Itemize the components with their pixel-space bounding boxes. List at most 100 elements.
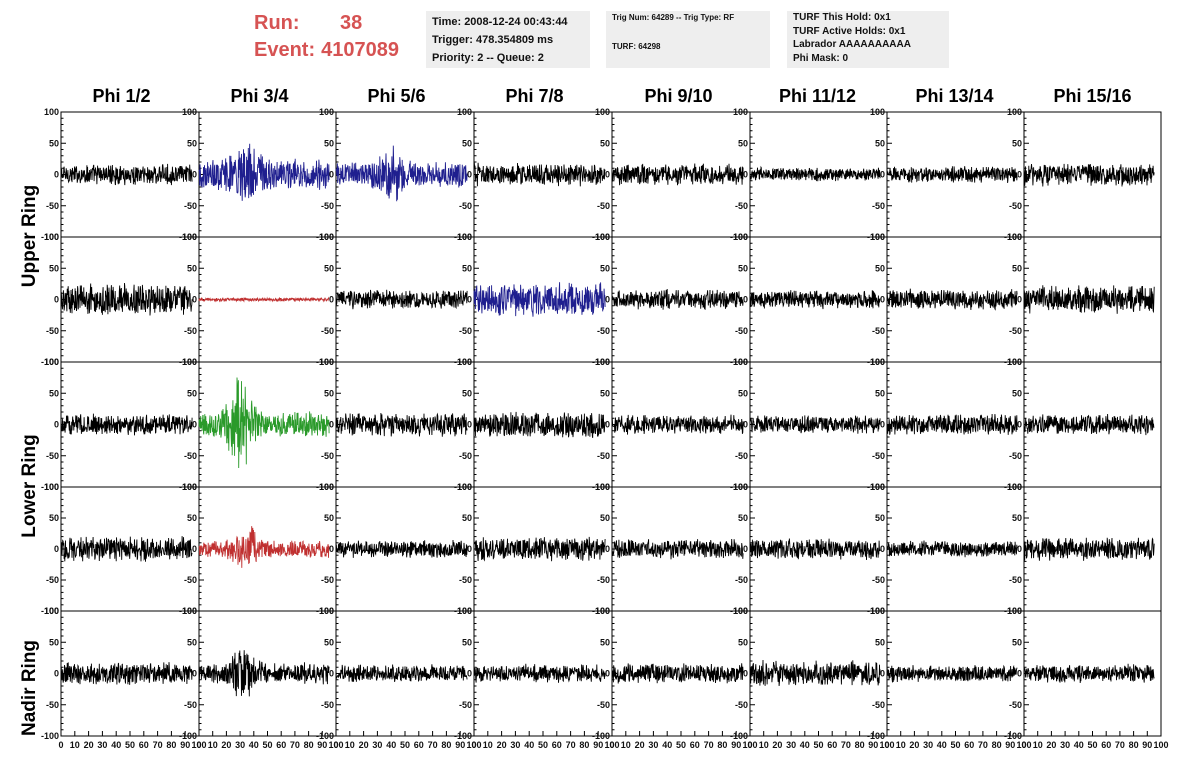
y-tick-label: 0	[192, 669, 197, 679]
x-tick-label: 80	[304, 740, 314, 750]
waveform-panel	[886, 361, 1025, 488]
time-line: Time: 2008-12-24 00:43:44	[432, 16, 568, 28]
y-tick-label: -50	[46, 700, 59, 710]
y-tick-label: 100	[457, 107, 472, 117]
y-tick-label: -50	[459, 700, 472, 710]
y-tick-label: -100	[41, 482, 59, 492]
y-tick-label: 0	[605, 170, 610, 180]
y-tick-label: -100	[454, 357, 472, 367]
column-header-phi-11-12: Phi 11/12	[778, 86, 857, 106]
y-tick-label: 50	[49, 388, 59, 398]
y-tick-label: -50	[1009, 700, 1022, 710]
y-tick-label: 50	[187, 263, 197, 273]
y-tick-label: -100	[867, 731, 885, 741]
y-tick-label: 0	[605, 420, 610, 430]
y-tick-label: 0	[1017, 669, 1022, 679]
y-tick-label: 0	[467, 295, 472, 305]
y-tick-label: -50	[184, 575, 197, 585]
x-tick-label: 80	[166, 740, 176, 750]
y-tick-label: 0	[1017, 295, 1022, 305]
waveform-panel	[749, 486, 888, 612]
x-tick-label: 50	[125, 740, 135, 750]
waveform-panel	[198, 486, 337, 612]
y-tick-label: 50	[49, 513, 59, 523]
y-tick-label: 0	[743, 295, 748, 305]
waveform-panel	[749, 610, 888, 737]
x-tick-label: 0	[58, 740, 63, 750]
y-tick-label: -100	[1004, 232, 1022, 242]
x-tick-label: 100	[742, 740, 757, 750]
y-tick-label: 100	[44, 482, 59, 492]
x-tick-label: 70	[290, 740, 300, 750]
x-tick-label: 0	[747, 740, 752, 750]
y-tick-label: 50	[187, 513, 197, 523]
labrador-line: Labrador AAAAAAAAAA	[793, 39, 911, 50]
x-tick-label: 40	[800, 740, 810, 750]
y-tick-label: 50	[1012, 263, 1022, 273]
x-tick-label: 60	[276, 740, 286, 750]
y-tick-label: 50	[462, 388, 472, 398]
y-tick-label: -100	[867, 357, 885, 367]
y-tick-label: 50	[1012, 388, 1022, 398]
y-tick-label: 50	[738, 263, 748, 273]
y-tick-label: 50	[875, 513, 885, 523]
x-tick-label: 90	[317, 740, 327, 750]
y-tick-label: 100	[457, 606, 472, 616]
y-tick-label: -100	[867, 232, 885, 242]
x-tick-label: 60	[139, 740, 149, 750]
y-tick-label: -50	[184, 326, 197, 336]
x-tick-label: 50	[950, 740, 960, 750]
x-tick-label: 70	[704, 740, 714, 750]
x-tick-label: 20	[221, 740, 231, 750]
y-tick-label: 0	[54, 669, 59, 679]
y-tick-label: 0	[54, 544, 59, 554]
x-tick-label: 70	[1115, 740, 1125, 750]
y-tick-label: 50	[49, 138, 59, 148]
x-tick-label: 60	[964, 740, 974, 750]
y-tick-label: -50	[1009, 201, 1022, 211]
y-tick-label: 100	[595, 357, 610, 367]
waveform-trace	[473, 663, 606, 683]
waveform-panel	[60, 236, 200, 363]
y-tick-label: 0	[1017, 544, 1022, 554]
x-tick-label: 0	[609, 740, 614, 750]
y-tick-label: 0	[880, 170, 885, 180]
y-tick-label: 50	[462, 637, 472, 647]
turf-active-holds: TURF Active Holds: 0x1	[793, 25, 906, 37]
x-tick-label: 20	[909, 740, 919, 750]
y-tick-label: 100	[1007, 107, 1022, 117]
x-tick-label: 90	[455, 740, 465, 750]
y-tick-label: 50	[600, 388, 610, 398]
waveform-trace	[749, 538, 881, 561]
waveform-panel	[749, 236, 888, 363]
waveform-trace	[198, 526, 330, 568]
waveform-panel	[60, 111, 200, 238]
y-tick-label: 100	[44, 606, 59, 616]
column-header-phi-9-10: Phi 9/10	[644, 86, 713, 106]
x-tick-label: 20	[1046, 740, 1056, 750]
waveform-trace	[198, 377, 330, 469]
waveform-trace	[473, 162, 606, 187]
y-tick-label: 100	[44, 232, 59, 242]
x-tick-label: 0	[884, 740, 889, 750]
y-tick-label: 50	[875, 388, 885, 398]
y-tick-label: 50	[738, 138, 748, 148]
x-tick-label: 40	[937, 740, 947, 750]
x-tick-label: 70	[841, 740, 851, 750]
phi-mask-line: Phi Mask: 0	[793, 52, 849, 64]
y-tick-label: 100	[1007, 357, 1022, 367]
y-tick-label: 100	[595, 606, 610, 616]
y-tick-label: 100	[182, 357, 197, 367]
y-tick-label: 0	[605, 544, 610, 554]
column-header-phi-5-6: Phi 5/6	[367, 86, 426, 106]
y-tick-label: 50	[600, 513, 610, 523]
y-tick-label: 50	[324, 263, 334, 273]
y-tick-label: 0	[329, 669, 334, 679]
y-tick-label: 100	[733, 606, 748, 616]
y-tick-label: -50	[597, 700, 610, 710]
y-tick-label: 50	[1012, 637, 1022, 647]
waveform-trace	[611, 663, 744, 684]
y-tick-label: -50	[1009, 326, 1022, 336]
waveform-panel	[473, 361, 613, 488]
waveform-panel	[473, 111, 613, 238]
